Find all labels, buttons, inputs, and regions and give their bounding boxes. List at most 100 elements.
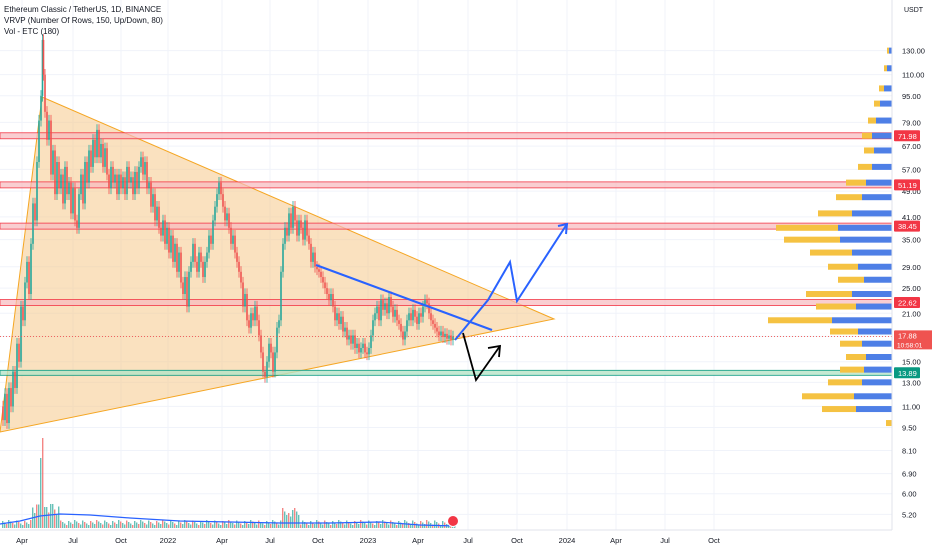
candle-body [64, 166, 66, 204]
candle-body [248, 320, 250, 328]
candle-body [348, 335, 350, 340]
candle-body [292, 206, 294, 228]
candle-body [340, 316, 342, 324]
volume-bar [388, 524, 390, 528]
candle-body [346, 327, 348, 340]
candle-body [140, 157, 142, 167]
volume-bar [24, 521, 26, 528]
candle-body [430, 313, 432, 321]
vrvp-bar-down [784, 236, 840, 243]
volume-bar [366, 524, 368, 528]
vrvp-bar-down [868, 117, 876, 124]
candle-body [106, 148, 108, 175]
volume-bar [324, 520, 326, 528]
candle-body [278, 320, 280, 328]
volume-bar [52, 504, 54, 528]
volume-bar [330, 525, 332, 528]
volume-bar [158, 522, 160, 528]
candle-body [190, 261, 192, 272]
candle-body [38, 120, 40, 163]
candle-body [396, 309, 398, 321]
candle-body [258, 320, 260, 336]
volume-bar [112, 521, 114, 528]
volume-bar [402, 524, 404, 528]
candle-body [294, 206, 296, 221]
candle-body [196, 261, 198, 272]
price-tick-label: 29.00 [902, 263, 921, 272]
symbol-title[interactable]: Ethereum Classic / TetherUS, 1D, BINANCE [4, 5, 162, 14]
volume-bar [282, 508, 284, 528]
support-zone [0, 369, 893, 376]
vrvp-indicator-label[interactable]: VRVP (Number Of Rows, 150, Up/Down, 80) [4, 16, 163, 25]
bullish-projection-arrowhead [557, 222, 569, 235]
volume-indicator-label[interactable]: Vol - ETC (180) [4, 27, 60, 36]
vrvp-bar-up [852, 249, 892, 256]
candle-body [300, 220, 302, 228]
volume-bar [322, 524, 324, 528]
price-tick-label: 9.50 [902, 424, 917, 433]
volume-bar [254, 523, 256, 528]
bullish-projection-path [454, 223, 568, 341]
candle-body [186, 277, 188, 307]
volume-bar [162, 520, 164, 528]
volume-bar [48, 512, 50, 528]
resistance-zone [0, 299, 893, 306]
price-tick-label: 79.00 [902, 118, 921, 127]
price-tick-label: 21.00 [902, 309, 921, 318]
vrvp-bar-down [858, 163, 872, 170]
volume-bar [156, 521, 158, 528]
time-tick-label: Apr [216, 536, 228, 545]
vrvp-bar-down [818, 210, 852, 217]
volume-bar [114, 522, 116, 528]
volume-bar [154, 525, 156, 528]
volume-bar [54, 509, 56, 528]
candle-body [416, 316, 418, 324]
level-price-label: 38.45 [898, 222, 917, 231]
volume-bar [94, 524, 96, 528]
volume-bar [222, 521, 224, 528]
volume-bar [76, 521, 78, 528]
candle-body [200, 252, 202, 262]
candle-body [432, 320, 434, 324]
volume-bar [314, 524, 316, 528]
vrvp-bar-up [866, 354, 892, 361]
vrvp-bar-up [872, 132, 892, 139]
volume-bar [16, 520, 18, 528]
candle-body [268, 343, 270, 362]
candle-body [16, 343, 18, 388]
candle-body [226, 213, 228, 221]
vrvp-bar-down [830, 328, 858, 335]
price-tick-label: 8.10 [902, 446, 917, 455]
candle-body [66, 166, 68, 195]
volume-bar [70, 522, 72, 528]
bar-countdown-label: 10:58:01 [897, 342, 923, 349]
vrvp-bar-up [856, 303, 892, 310]
volume-bar [106, 522, 108, 528]
candle-body [44, 74, 46, 112]
volume-bar [20, 523, 22, 528]
candle-body [132, 177, 134, 195]
volume-bar [6, 524, 8, 528]
candle-body [8, 387, 10, 424]
level-price-tag [894, 220, 920, 232]
candle-body [266, 361, 268, 377]
candle-body [296, 220, 298, 236]
volume-bar [46, 507, 48, 528]
candle-body [202, 261, 204, 278]
candle-body [84, 162, 86, 204]
vrvp-bar-down [887, 47, 889, 54]
candle-body [198, 252, 200, 272]
time-tick-label: 2024 [559, 536, 576, 545]
candle-body [410, 313, 412, 321]
candle-body [138, 166, 140, 189]
candle-body [398, 320, 400, 324]
candle-body [12, 371, 14, 407]
candle-body [112, 166, 114, 183]
time-tick-label: 2023 [360, 536, 377, 545]
level-price-tag [894, 179, 920, 191]
volume-bar [146, 524, 148, 528]
candle-body [334, 306, 336, 321]
volume-moving-average [0, 513, 457, 527]
